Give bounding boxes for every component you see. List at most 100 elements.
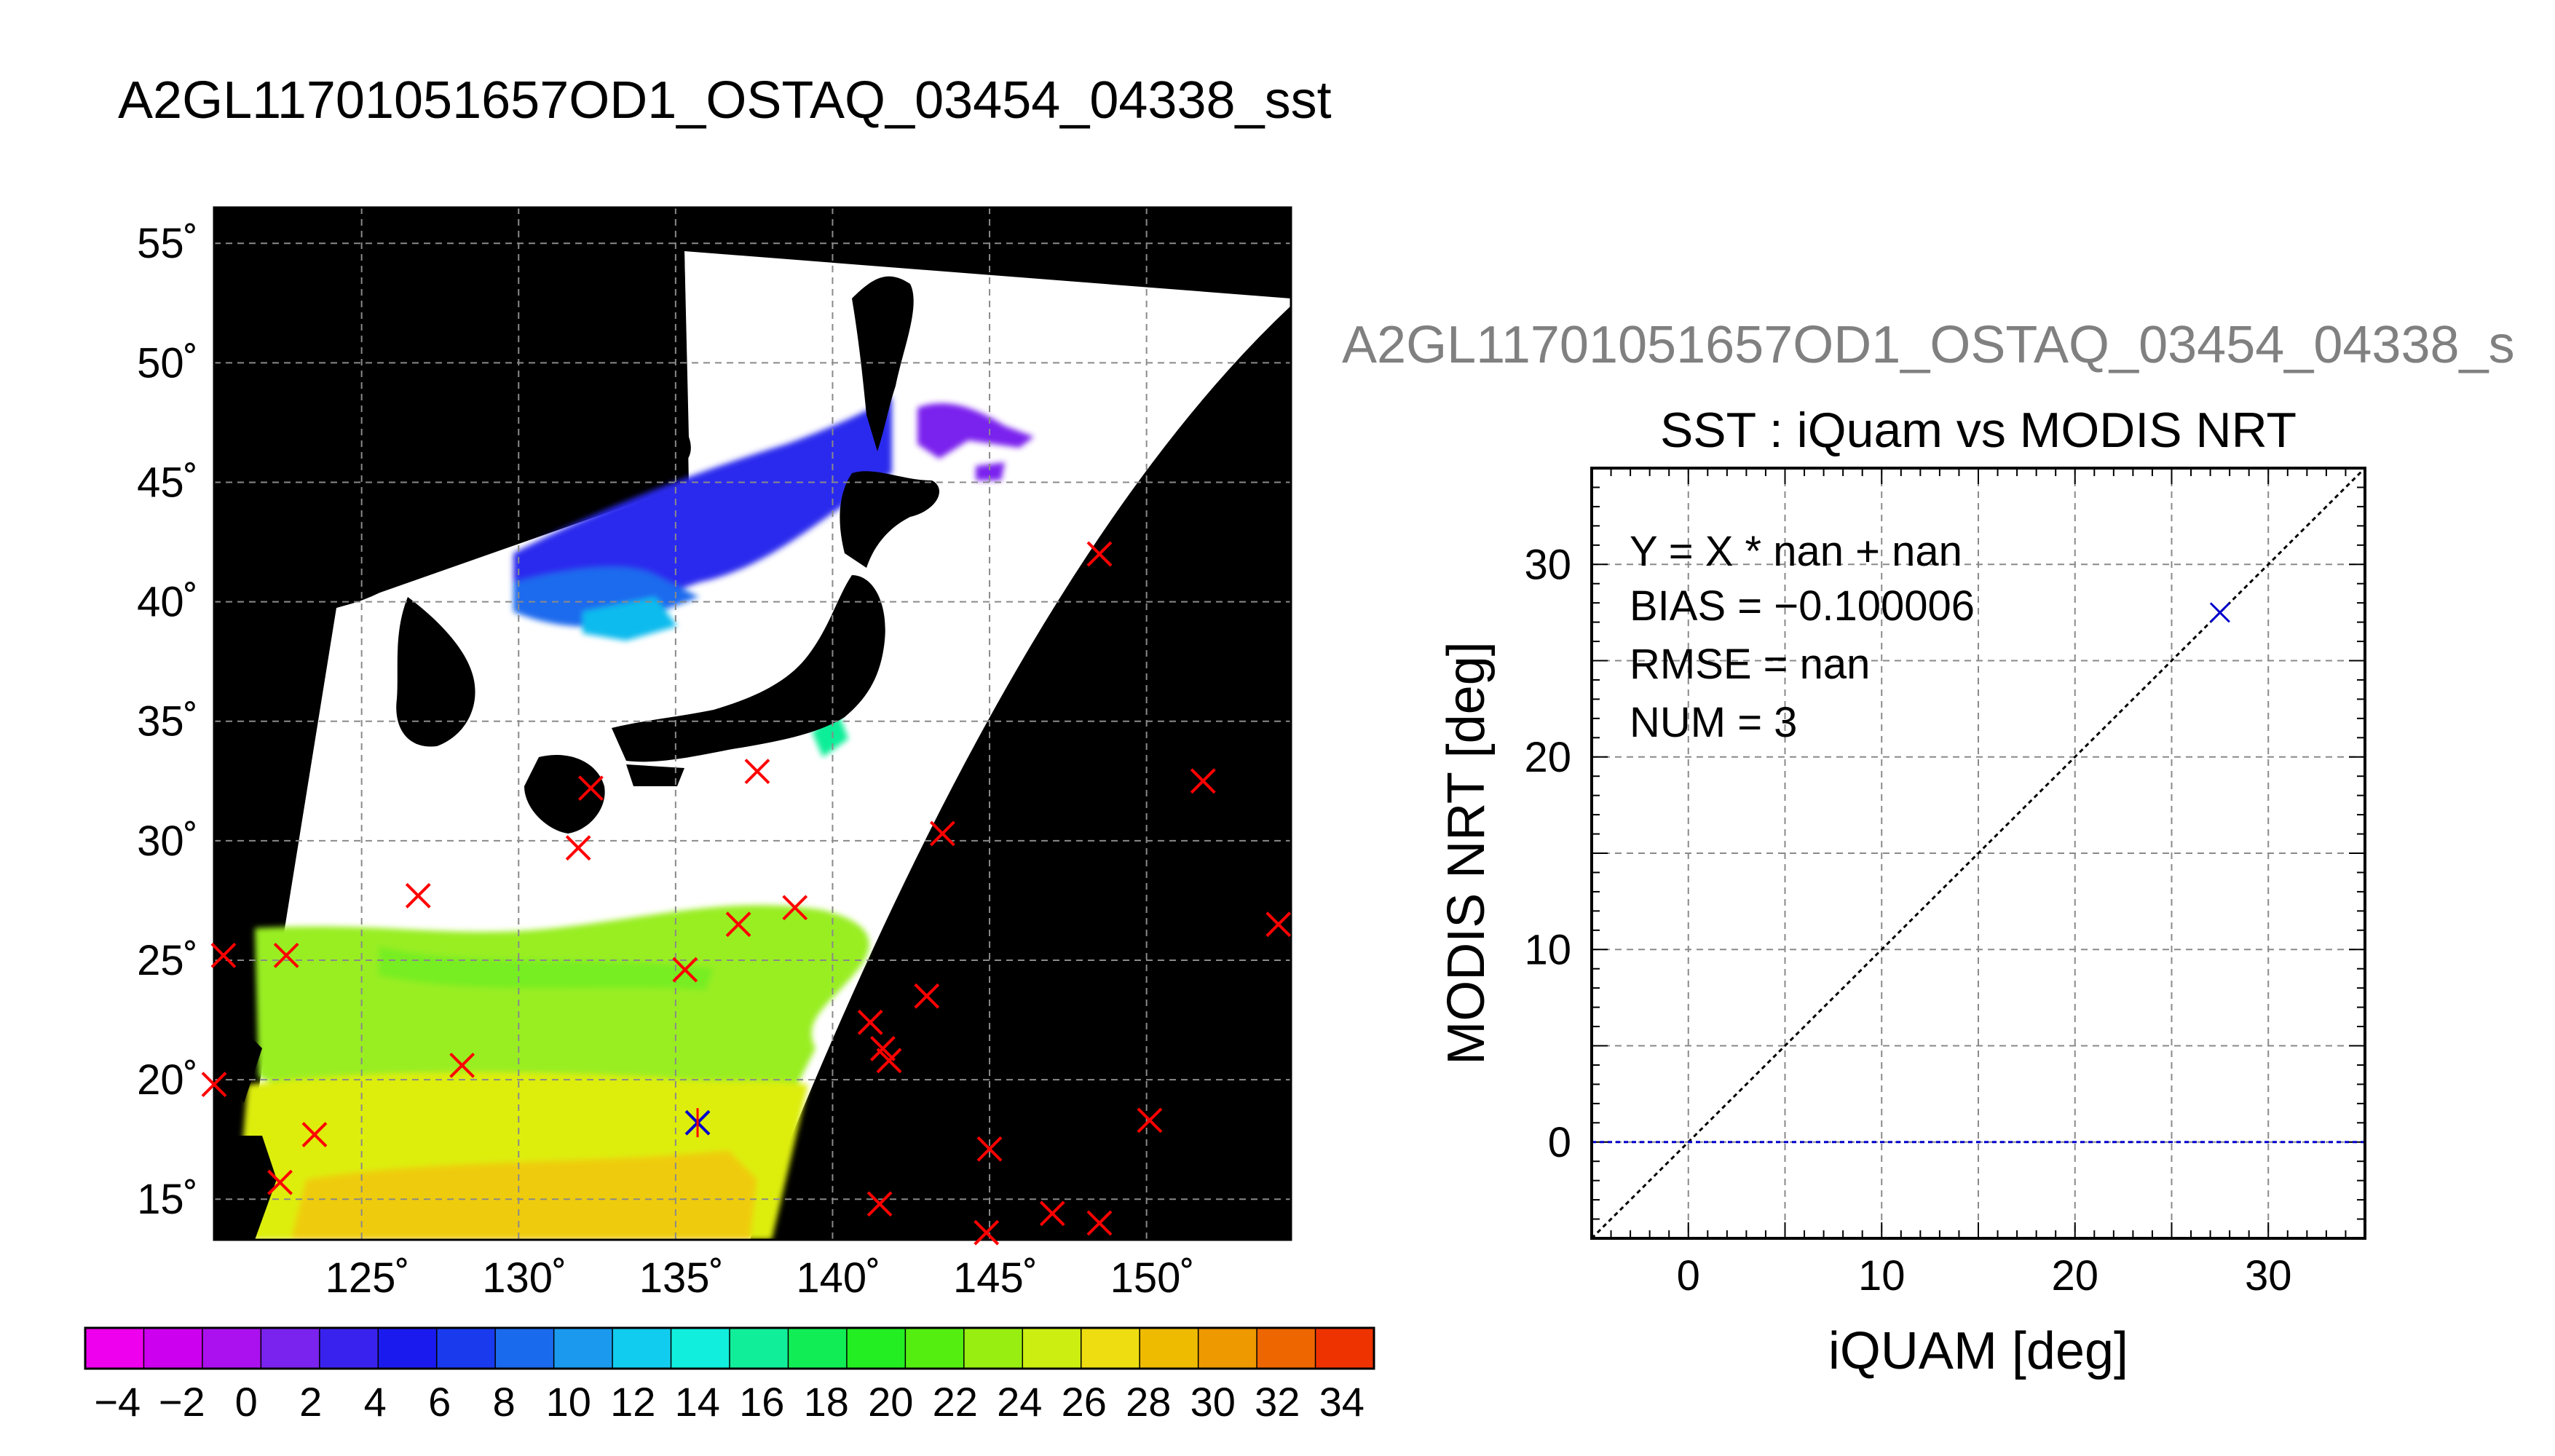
- land: [214, 251, 939, 1240]
- obs-marker: [782, 895, 808, 921]
- land-shikoku: [626, 764, 684, 786]
- land-honshu: [612, 575, 885, 762]
- obs-marker: [267, 1169, 293, 1195]
- colorbar-tick-label: 16: [739, 1379, 784, 1425]
- lat-tick-label: 55˚: [137, 220, 198, 267]
- colorbar-tick-label: 0: [235, 1379, 258, 1425]
- obs-marker: [1086, 541, 1113, 567]
- colorbar-frame: [84, 1326, 1375, 1370]
- stat-fit: Y = X * nan + nan: [1630, 528, 1962, 575]
- y-tick-label: 10: [1524, 926, 1571, 973]
- colorbar-cell: [1022, 1328, 1082, 1369]
- lon-tick-label: 140˚: [796, 1254, 880, 1302]
- obs-marker: [565, 835, 591, 861]
- sst-field-japan-sea: [513, 397, 892, 611]
- scatter-file-label: A2GL11701051657OD1_OSTAQ_03454_04338_s: [1342, 316, 2515, 374]
- colorbar-cell: [85, 1328, 145, 1369]
- colorbar-cell: [553, 1328, 613, 1369]
- colorbar-tick-label: 34: [1319, 1379, 1365, 1425]
- colorbar-tick-label: 8: [493, 1379, 516, 1425]
- obs-marker: [1137, 1107, 1163, 1133]
- obs-marker: [273, 942, 299, 968]
- land-kyushu: [524, 754, 605, 834]
- lat-tick-label: 20˚: [137, 1056, 198, 1104]
- colorbar-tick-label: 6: [428, 1379, 451, 1425]
- x-tick-label: 10: [1858, 1252, 1906, 1299]
- map-markers: [201, 541, 1292, 1246]
- colorbar-cell: [1198, 1328, 1257, 1369]
- y-tick-labels: 0 10 20 30: [1524, 541, 1571, 1166]
- colorbar-cell: [495, 1328, 555, 1369]
- colorbar-cell: [671, 1328, 730, 1369]
- lat-tick-label: 25˚: [137, 937, 198, 984]
- x-tick-label: 20: [2051, 1252, 2098, 1299]
- obs-marker: [725, 911, 751, 938]
- colorbar-cell: [788, 1328, 848, 1369]
- sst-field-pacific-east-honshu: [812, 710, 848, 757]
- colorbar-cell: [319, 1328, 379, 1369]
- lat-tick-label: 15˚: [137, 1176, 198, 1223]
- colorbar-tick-label: 4: [364, 1379, 387, 1425]
- lat-tick-label: 50˚: [137, 339, 198, 387]
- sst-field-okhotsk: [917, 403, 1034, 459]
- lon-tick-label: 130˚: [482, 1254, 566, 1302]
- colorbar-tick-label: −4: [94, 1379, 141, 1425]
- lon-tick-label: 145˚: [953, 1254, 1038, 1302]
- obs-marker: [578, 775, 604, 802]
- obs-marker: [1086, 1210, 1113, 1236]
- colorbar-cell: [730, 1328, 789, 1369]
- colorbar-tick-labels: −4 −2 0 2 4 6 8 10 12 14 16 18 20 22 24 26 28 30 32 34: [94, 1379, 1365, 1425]
- map-content: [214, 207, 1291, 1240]
- colorbar-cell: [612, 1328, 672, 1369]
- lat-tick-label: 40˚: [137, 579, 198, 626]
- colorbar-tick-label: 28: [1126, 1379, 1171, 1425]
- colorbar-cell: [1140, 1328, 1199, 1369]
- lat-tick-label: 30˚: [137, 818, 198, 865]
- x-tick-label: 0: [1677, 1252, 1700, 1299]
- obs-marker: [870, 1035, 896, 1061]
- obs-marker: [1190, 768, 1216, 794]
- obs-marker: [976, 1136, 1003, 1162]
- obs-marker: [914, 983, 940, 1009]
- colorbar-cell: [378, 1328, 438, 1369]
- sst-field-cold-streak: [379, 946, 714, 990]
- colorbar-cell: [905, 1328, 965, 1369]
- colorbar-cell: [1315, 1328, 1375, 1369]
- lat-tick-labels: 15˚ 20˚ 25˚ 30˚ 35˚ 40˚ 45˚ 50˚ 55˚: [137, 220, 198, 1223]
- main-title: A2GL11701051657OD1_OSTAQ_03454_04338_sst: [118, 71, 1332, 130]
- colorbar-cell: [261, 1328, 320, 1369]
- obs-marker: [1265, 911, 1292, 938]
- sst-field: [234, 397, 1034, 1240]
- colorbar-tick-label: 18: [804, 1379, 849, 1425]
- obs-marker: [672, 957, 698, 983]
- stat-num: NUM = 3: [1630, 699, 1797, 746]
- obs-marker: [405, 882, 431, 909]
- obs-marker: [210, 942, 237, 968]
- y-tick-label: 20: [1524, 734, 1571, 781]
- colorbar-tick-label: 32: [1255, 1379, 1300, 1425]
- obs-marker: [201, 1072, 227, 1098]
- land-taiwan: [224, 1034, 262, 1103]
- obs-marker: [301, 1122, 328, 1147]
- colorbar-cell: [143, 1328, 203, 1369]
- map-gridlines: [214, 207, 1291, 1240]
- x-axis-label: iQUAM [deg]: [1828, 1322, 2128, 1380]
- land-luzon: [214, 1136, 277, 1240]
- colorbar-tick-label: 10: [546, 1379, 591, 1425]
- colorbar-tick-label: 26: [1062, 1379, 1107, 1425]
- y-axis-label: MODIS NRT [deg]: [1437, 641, 1496, 1065]
- colorbar-tick-label: 12: [610, 1379, 655, 1425]
- scatter-points: [2209, 602, 2230, 623]
- lat-tick-label: 45˚: [137, 459, 198, 506]
- y-tick-label: 30: [1524, 541, 1571, 588]
- land-hokkaido: [840, 471, 939, 568]
- colorbar-cell: [846, 1328, 906, 1369]
- colorbar-cell: [436, 1328, 496, 1369]
- colorbar-tick-label: 30: [1190, 1379, 1236, 1425]
- colorbar-tick-label: 2: [299, 1379, 322, 1425]
- stat-rmse: RMSE = nan: [1630, 641, 1870, 688]
- lon-tick-label: 125˚: [325, 1254, 410, 1302]
- map-panel: 15˚ 20˚ 25˚ 30˚ 35˚ 40˚ 45˚ 50˚ 55˚ 125˚ 130˚ 135˚…: [137, 206, 1292, 1302]
- land-asia-north: [214, 251, 691, 608]
- sst-field-korea-coast: [583, 597, 677, 641]
